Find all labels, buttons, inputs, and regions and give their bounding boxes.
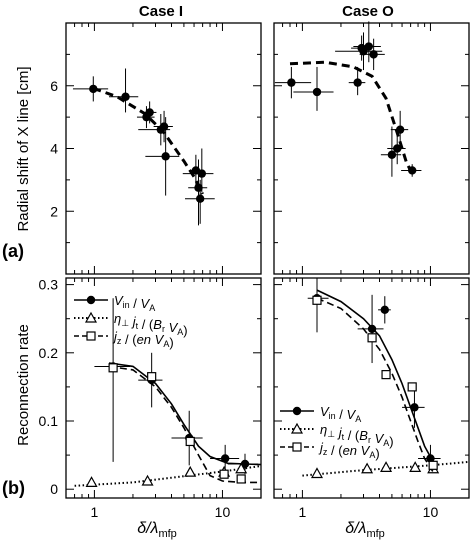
- legend-marker: [292, 406, 302, 416]
- data-point: [85, 476, 98, 487]
- data-point: [364, 42, 374, 51]
- data-point: [312, 295, 322, 305]
- panel-b-I: 1 10 0 0.1 0.2 0.3 Vin / VAη⊥ jt / (Br VA)jz /…: [39, 277, 262, 520]
- data-point: [159, 122, 169, 131]
- x-tick-label: 10: [423, 504, 439, 520]
- series-curve: [302, 460, 470, 477]
- ylabel-a: Radial shift of X line [cm]: [15, 66, 32, 231]
- plot-frame: [65, 22, 262, 275]
- series-curve: [108, 365, 261, 484]
- legend-label: Vin / VA: [320, 404, 361, 424]
- data-point: [381, 370, 391, 380]
- row-label-a: (a): [2, 241, 24, 261]
- legend-label: jz / (en VA): [318, 440, 380, 461]
- data-point: [220, 454, 230, 463]
- legend-marker: [84, 311, 98, 323]
- data-point: [108, 363, 118, 373]
- data-point: [236, 474, 246, 484]
- data-point: [353, 78, 362, 87]
- x-tick-label: 10: [215, 504, 231, 520]
- y-tick-label: 0: [50, 481, 58, 497]
- legend-marker: [86, 331, 96, 341]
- legend-marker: [292, 442, 302, 452]
- legend-marker: [290, 422, 304, 434]
- data-point: [184, 465, 197, 477]
- fit-curve: [92, 86, 204, 195]
- series-curve: [74, 465, 262, 487]
- legend-label: η⊥ jt / (Br VA): [114, 311, 188, 338]
- legend-label: jz / (en VA): [112, 329, 174, 350]
- data-point: [393, 144, 402, 153]
- fit-curve: [289, 60, 414, 175]
- panel-b-O: 1 10 Vin / VAη⊥ jt / (Br VA)jz / (en VA): [273, 277, 470, 520]
- plot-frame: [273, 277, 470, 499]
- x-tick-label: 1: [91, 504, 99, 520]
- panel-a-O: [273, 21, 470, 275]
- plot-frame: [65, 277, 262, 499]
- xlabel-right: δ/λmfp: [345, 520, 385, 540]
- data-point: [147, 372, 157, 382]
- data-point: [380, 461, 393, 472]
- legend-label: Vin / VA: [114, 293, 155, 313]
- col-title-case-o: Case O: [342, 3, 394, 20]
- series-curve: [108, 362, 262, 466]
- data-point: [312, 87, 322, 97]
- y-tick-label: 4: [50, 141, 58, 157]
- y-tick-label: 6: [50, 78, 58, 94]
- data-point: [310, 467, 324, 479]
- data-point: [395, 125, 405, 134]
- data-point: [428, 460, 438, 470]
- y-tick-label: 0.2: [39, 345, 59, 361]
- data-point: [407, 382, 417, 392]
- y-tick-label: 0.1: [39, 413, 59, 429]
- data-point: [89, 84, 98, 94]
- data-point: [387, 150, 397, 159]
- data-point: [287, 78, 296, 87]
- data-point: [426, 454, 435, 463]
- plot-frame: [273, 22, 470, 275]
- data-point: [161, 152, 170, 161]
- data-point: [361, 462, 374, 474]
- xlabel-left: δ/λmfp: [137, 520, 177, 540]
- data-point: [195, 194, 205, 203]
- data-point: [235, 462, 248, 474]
- data-point: [380, 305, 389, 315]
- y-tick-label: 0.3: [39, 277, 59, 293]
- x-tick-label: 1: [299, 504, 307, 520]
- ylabel-b: Reconnection rate: [15, 324, 32, 446]
- data-point: [409, 461, 422, 472]
- series-curve: [316, 289, 434, 463]
- data-point: [145, 108, 154, 117]
- panel-a-I: 2 4 6: [50, 22, 262, 275]
- data-point: [121, 92, 130, 101]
- legend-marker: [86, 295, 96, 305]
- data-point: [141, 474, 154, 486]
- row-label-b: (b): [2, 478, 25, 498]
- series-curve: [316, 297, 434, 473]
- y-tick-label: 2: [50, 203, 58, 219]
- data-point: [407, 166, 417, 175]
- data-point: [219, 469, 229, 479]
- data-point: [410, 403, 419, 412]
- data-point: [197, 169, 207, 178]
- data-point: [369, 50, 378, 59]
- data-point: [367, 333, 377, 343]
- legend-label: η⊥ jt / (Br VA): [320, 422, 394, 449]
- data-point: [367, 324, 377, 334]
- col-title-case-i: Case I: [139, 3, 183, 20]
- data-point: [185, 436, 195, 447]
